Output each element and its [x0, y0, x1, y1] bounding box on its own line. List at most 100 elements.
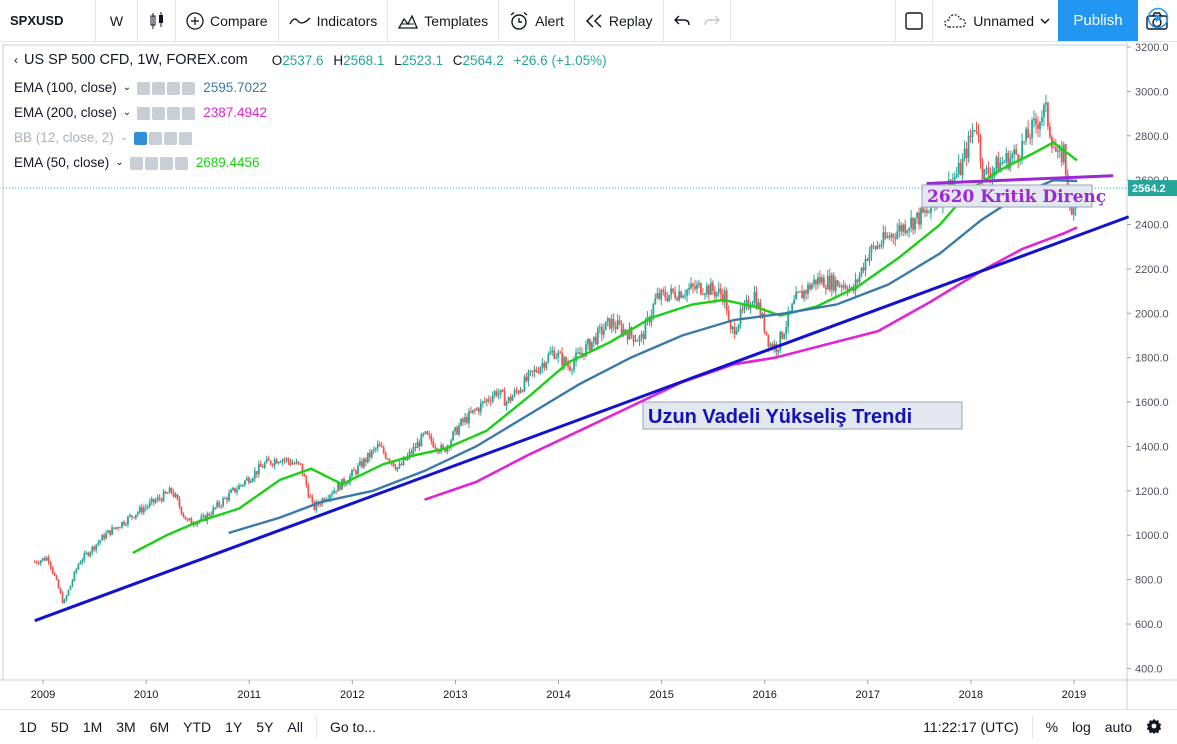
- candle-body: [236, 489, 238, 493]
- candle-body: [886, 236, 889, 238]
- chevron-down-icon[interactable]: ⌄: [119, 132, 129, 143]
- layout-name-button[interactable]: Unnamed: [933, 0, 1061, 42]
- indicator-legend-ema100[interactable]: EMA (100, close) ⌄ 2595.7022: [14, 80, 267, 95]
- range-button-1m[interactable]: 1M: [82, 719, 103, 735]
- candle-body: [1062, 144, 1065, 162]
- price-tick-label: 2800.0: [1135, 131, 1169, 143]
- eye-icon[interactable]: [129, 156, 143, 170]
- chevron-down-icon[interactable]: ⌄: [122, 107, 132, 118]
- price-tick-label: 600.0: [1135, 619, 1163, 631]
- interval-button[interactable]: W: [96, 0, 138, 42]
- indicator-legend-ema50[interactable]: EMA (50, close) ⌄ 2689.4456: [14, 155, 260, 170]
- range-button-ytd[interactable]: YTD: [183, 719, 212, 735]
- candle-body: [692, 283, 694, 287]
- candle-body: [246, 477, 248, 481]
- candle-body: [430, 435, 433, 442]
- range-button-5y[interactable]: 5Y: [256, 719, 274, 735]
- candle-body: [307, 485, 310, 497]
- candle-body: [414, 446, 417, 449]
- candle-body: [202, 515, 205, 517]
- log-toggle[interactable]: log: [1072, 719, 1091, 735]
- candle-body: [832, 275, 835, 291]
- candle-body: [535, 369, 538, 372]
- candle-body: [969, 135, 972, 137]
- candle-body: [287, 458, 290, 462]
- close-icon[interactable]: [182, 106, 196, 120]
- auto-toggle[interactable]: auto: [1104, 719, 1132, 735]
- price-chart[interactable]: 3200.03000.02800.02600.02400.02200.02000…: [0, 42, 1177, 709]
- gear-icon[interactable]: [149, 131, 163, 145]
- candle-body: [343, 478, 345, 485]
- chevron-down-icon[interactable]: ⌄: [122, 82, 132, 93]
- range-button-all[interactable]: All: [287, 719, 303, 735]
- eye-icon[interactable]: [137, 106, 151, 120]
- candle-body: [345, 484, 347, 486]
- candle-body: [57, 579, 60, 589]
- chart-style-button[interactable]: [138, 0, 176, 42]
- gear-icon[interactable]: [144, 156, 158, 170]
- gear-icon[interactable]: [1139, 718, 1169, 737]
- candle-body: [121, 521, 123, 528]
- chevron-down-icon[interactable]: ⌄: [115, 157, 124, 168]
- symbol-search[interactable]: SPXUSD: [0, 0, 96, 42]
- eye-off-icon[interactable]: [134, 131, 148, 145]
- plus-icon[interactable]: [167, 106, 181, 120]
- undo-icon[interactable]: [673, 14, 690, 28]
- close-icon[interactable]: [174, 156, 188, 170]
- eye-icon[interactable]: [137, 81, 151, 95]
- candle-body: [493, 391, 496, 396]
- close-icon[interactable]: [182, 81, 196, 95]
- publish-button[interactable]: Publish: [1058, 0, 1138, 41]
- compare-button[interactable]: Compare: [176, 0, 279, 42]
- percent-toggle[interactable]: %: [1045, 719, 1059, 735]
- candle-body: [125, 524, 127, 526]
- fullscreen-box-button[interactable]: [895, 0, 934, 42]
- layout-name-label: Unnamed: [973, 12, 1034, 29]
- collapse-arrow-icon[interactable]: ‹: [14, 53, 18, 67]
- indicator-legend-bb[interactable]: BB (12, close, 2) ⌄: [14, 130, 194, 145]
- range-button-3m[interactable]: 3M: [116, 719, 136, 735]
- candle-body: [168, 488, 171, 494]
- candle-body: [924, 210, 926, 213]
- candle-body: [329, 494, 332, 499]
- play-button[interactable]: [1138, 0, 1177, 41]
- candle-body: [953, 177, 956, 181]
- candle-body: [813, 279, 815, 285]
- plus-icon[interactable]: [167, 81, 181, 95]
- range-button-1d[interactable]: 1D: [19, 719, 37, 735]
- candle-body: [123, 521, 125, 525]
- range-button-6m[interactable]: 6M: [149, 719, 170, 735]
- gear-icon[interactable]: [152, 106, 166, 120]
- candle-body: [878, 245, 881, 247]
- alert-button[interactable]: Alert: [499, 0, 575, 42]
- candle-body: [472, 409, 474, 413]
- candles-icon: [149, 11, 165, 30]
- candle-body: [882, 232, 885, 245]
- range-button-1y[interactable]: 1Y: [225, 719, 243, 735]
- price-tick-label: 800.0: [1135, 575, 1163, 587]
- ema200-line: [424, 226, 1078, 501]
- plus-icon[interactable]: [159, 156, 173, 170]
- templates-button[interactable]: Templates: [388, 0, 500, 42]
- plus-icon[interactable]: [164, 131, 178, 145]
- candle-body: [830, 275, 833, 290]
- candle-body: [289, 461, 292, 465]
- candle-body: [452, 431, 455, 441]
- candle-body: [148, 501, 151, 507]
- indicator-legend-ema200[interactable]: EMA (200, close) ⌄ 2387.4942: [14, 105, 267, 120]
- gear-icon[interactable]: [152, 81, 166, 95]
- candle-body: [842, 285, 845, 288]
- redo-icon[interactable]: [703, 14, 720, 28]
- candle-body: [481, 401, 484, 403]
- candle-body: [93, 546, 96, 550]
- indicator-wave-icon: [288, 14, 311, 28]
- close-icon[interactable]: [179, 131, 193, 145]
- goto-button[interactable]: Go to...: [329, 719, 376, 735]
- range-button-5d[interactable]: 5D: [50, 719, 69, 735]
- candle-body: [216, 502, 219, 508]
- indicators-button[interactable]: Indicators: [279, 0, 389, 42]
- candle-body: [35, 561, 38, 563]
- chart-area[interactable]: 3200.03000.02800.02600.02400.02200.02000…: [0, 42, 1177, 709]
- candle-body: [212, 507, 215, 515]
- replay-button[interactable]: Replay: [575, 0, 664, 42]
